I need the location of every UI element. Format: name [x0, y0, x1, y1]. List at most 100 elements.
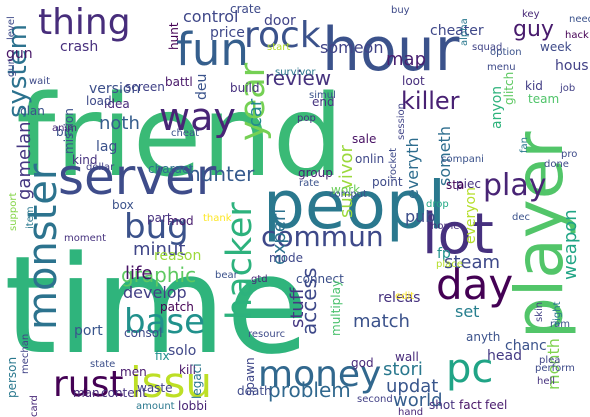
word-hell: hell	[537, 376, 555, 387]
word-crash: crash	[60, 39, 98, 55]
word-access: access	[297, 268, 321, 335]
word-item: item	[25, 206, 36, 229]
word-experi: experi	[269, 209, 290, 265]
word-menu: menu	[487, 62, 516, 73]
word-skin: skin	[534, 302, 545, 322]
word-drop: drop	[426, 199, 449, 210]
word-ram: ram	[550, 319, 570, 330]
word-loot: loot	[402, 74, 425, 88]
word-hunt: hunt	[167, 22, 181, 50]
word-build: build	[230, 81, 260, 95]
word-review: review	[265, 66, 331, 90]
word-need: need	[569, 14, 590, 25]
word-hous: hous	[555, 58, 589, 74]
word-base: base	[124, 302, 205, 342]
word-charact: charact	[148, 162, 193, 176]
word-weapon: weapon	[560, 209, 581, 280]
word-shot: shot	[429, 398, 455, 412]
word-door: door	[264, 13, 296, 29]
word-thank: thank	[203, 213, 232, 224]
word-someon: someon	[320, 38, 383, 57]
word-noth: noth	[99, 113, 140, 134]
word-life: life	[125, 263, 152, 284]
word-develop: develop	[123, 283, 187, 302]
word-level: level	[6, 16, 17, 40]
word-cheater: cheater	[430, 23, 484, 39]
word-glitch: glitch	[502, 72, 516, 105]
word-server: server	[58, 148, 217, 206]
word-day: day	[436, 260, 513, 309]
word-year: year	[233, 62, 273, 141]
word-second: second	[357, 394, 393, 405]
word-killer: killer	[401, 87, 460, 115]
word-hack: hack	[565, 30, 589, 41]
word-mission: mission	[62, 108, 76, 154]
word-kind: kind	[72, 153, 98, 167]
word-dec: dec	[512, 212, 530, 223]
word-bear: bear	[215, 270, 239, 281]
word-pro: pro	[561, 149, 577, 160]
word-reason: reason	[154, 248, 201, 264]
word-anim: anim	[52, 123, 77, 134]
word-fan: fan	[519, 137, 530, 153]
word-comput: comput	[329, 189, 367, 200]
word-men: men	[120, 365, 147, 379]
word-clan: clan	[20, 104, 45, 118]
word-friend: friend	[16, 72, 344, 202]
word-wait: wait	[29, 76, 50, 87]
word-waste: waste	[137, 381, 173, 395]
word-person: person	[5, 357, 19, 398]
word-onlin: onlin	[355, 152, 384, 166]
word-lot: lot	[422, 202, 494, 267]
word-issu: issu	[130, 358, 212, 407]
word-piec: piec	[456, 177, 481, 191]
word-death: death	[237, 384, 272, 398]
word-patch: patch	[160, 300, 194, 314]
word-load: load	[86, 94, 112, 108]
word-legaci: legaci	[190, 363, 204, 399]
word-team: team	[528, 92, 559, 106]
word-gun: gun	[6, 58, 17, 77]
word-updat: updat	[386, 376, 438, 397]
word-right: right	[552, 301, 563, 325]
word-rocket: rocket	[388, 148, 399, 179]
word-price: price	[210, 25, 245, 41]
word-resourc: resourc	[248, 329, 285, 340]
word-battl: battl	[165, 75, 193, 89]
word-car: car	[245, 98, 266, 127]
word-rock: rock	[244, 15, 321, 56]
word-key: key	[522, 9, 540, 20]
word-screen: screen	[125, 80, 165, 94]
word-play: play	[483, 168, 547, 203]
word-pc: pc	[446, 346, 493, 392]
word-rust: rust	[53, 364, 124, 405]
word-session: session	[396, 103, 407, 140]
word-head: head	[487, 348, 522, 364]
word-someth: someth	[435, 126, 454, 186]
word-thing: thing	[38, 2, 131, 43]
word-group: group	[298, 166, 333, 180]
word-survivor: survivor	[336, 144, 357, 218]
word-set: set	[455, 302, 479, 321]
word-minut: minut	[133, 239, 185, 260]
word-peopl: peopl	[263, 167, 446, 244]
word-world: world	[393, 390, 443, 411]
word-version: version	[89, 81, 140, 97]
word-box: box	[112, 198, 134, 212]
word-dollar: dollar	[86, 162, 115, 173]
word-hour: hour	[322, 15, 460, 85]
word-support: support	[8, 193, 19, 231]
word-buy: buy	[391, 5, 410, 16]
word-month: month	[544, 338, 563, 390]
word-plea: plea	[539, 355, 560, 366]
word-gtd: gtd	[251, 274, 268, 285]
word-solo: solo	[168, 343, 196, 359]
word-survivor: survivor	[275, 67, 316, 78]
word-fp: fp	[437, 246, 451, 262]
word-mechan: mechan	[20, 334, 31, 374]
word-sta: sta	[446, 178, 464, 192]
word-port: port	[74, 323, 103, 339]
word-match: match	[353, 311, 410, 332]
